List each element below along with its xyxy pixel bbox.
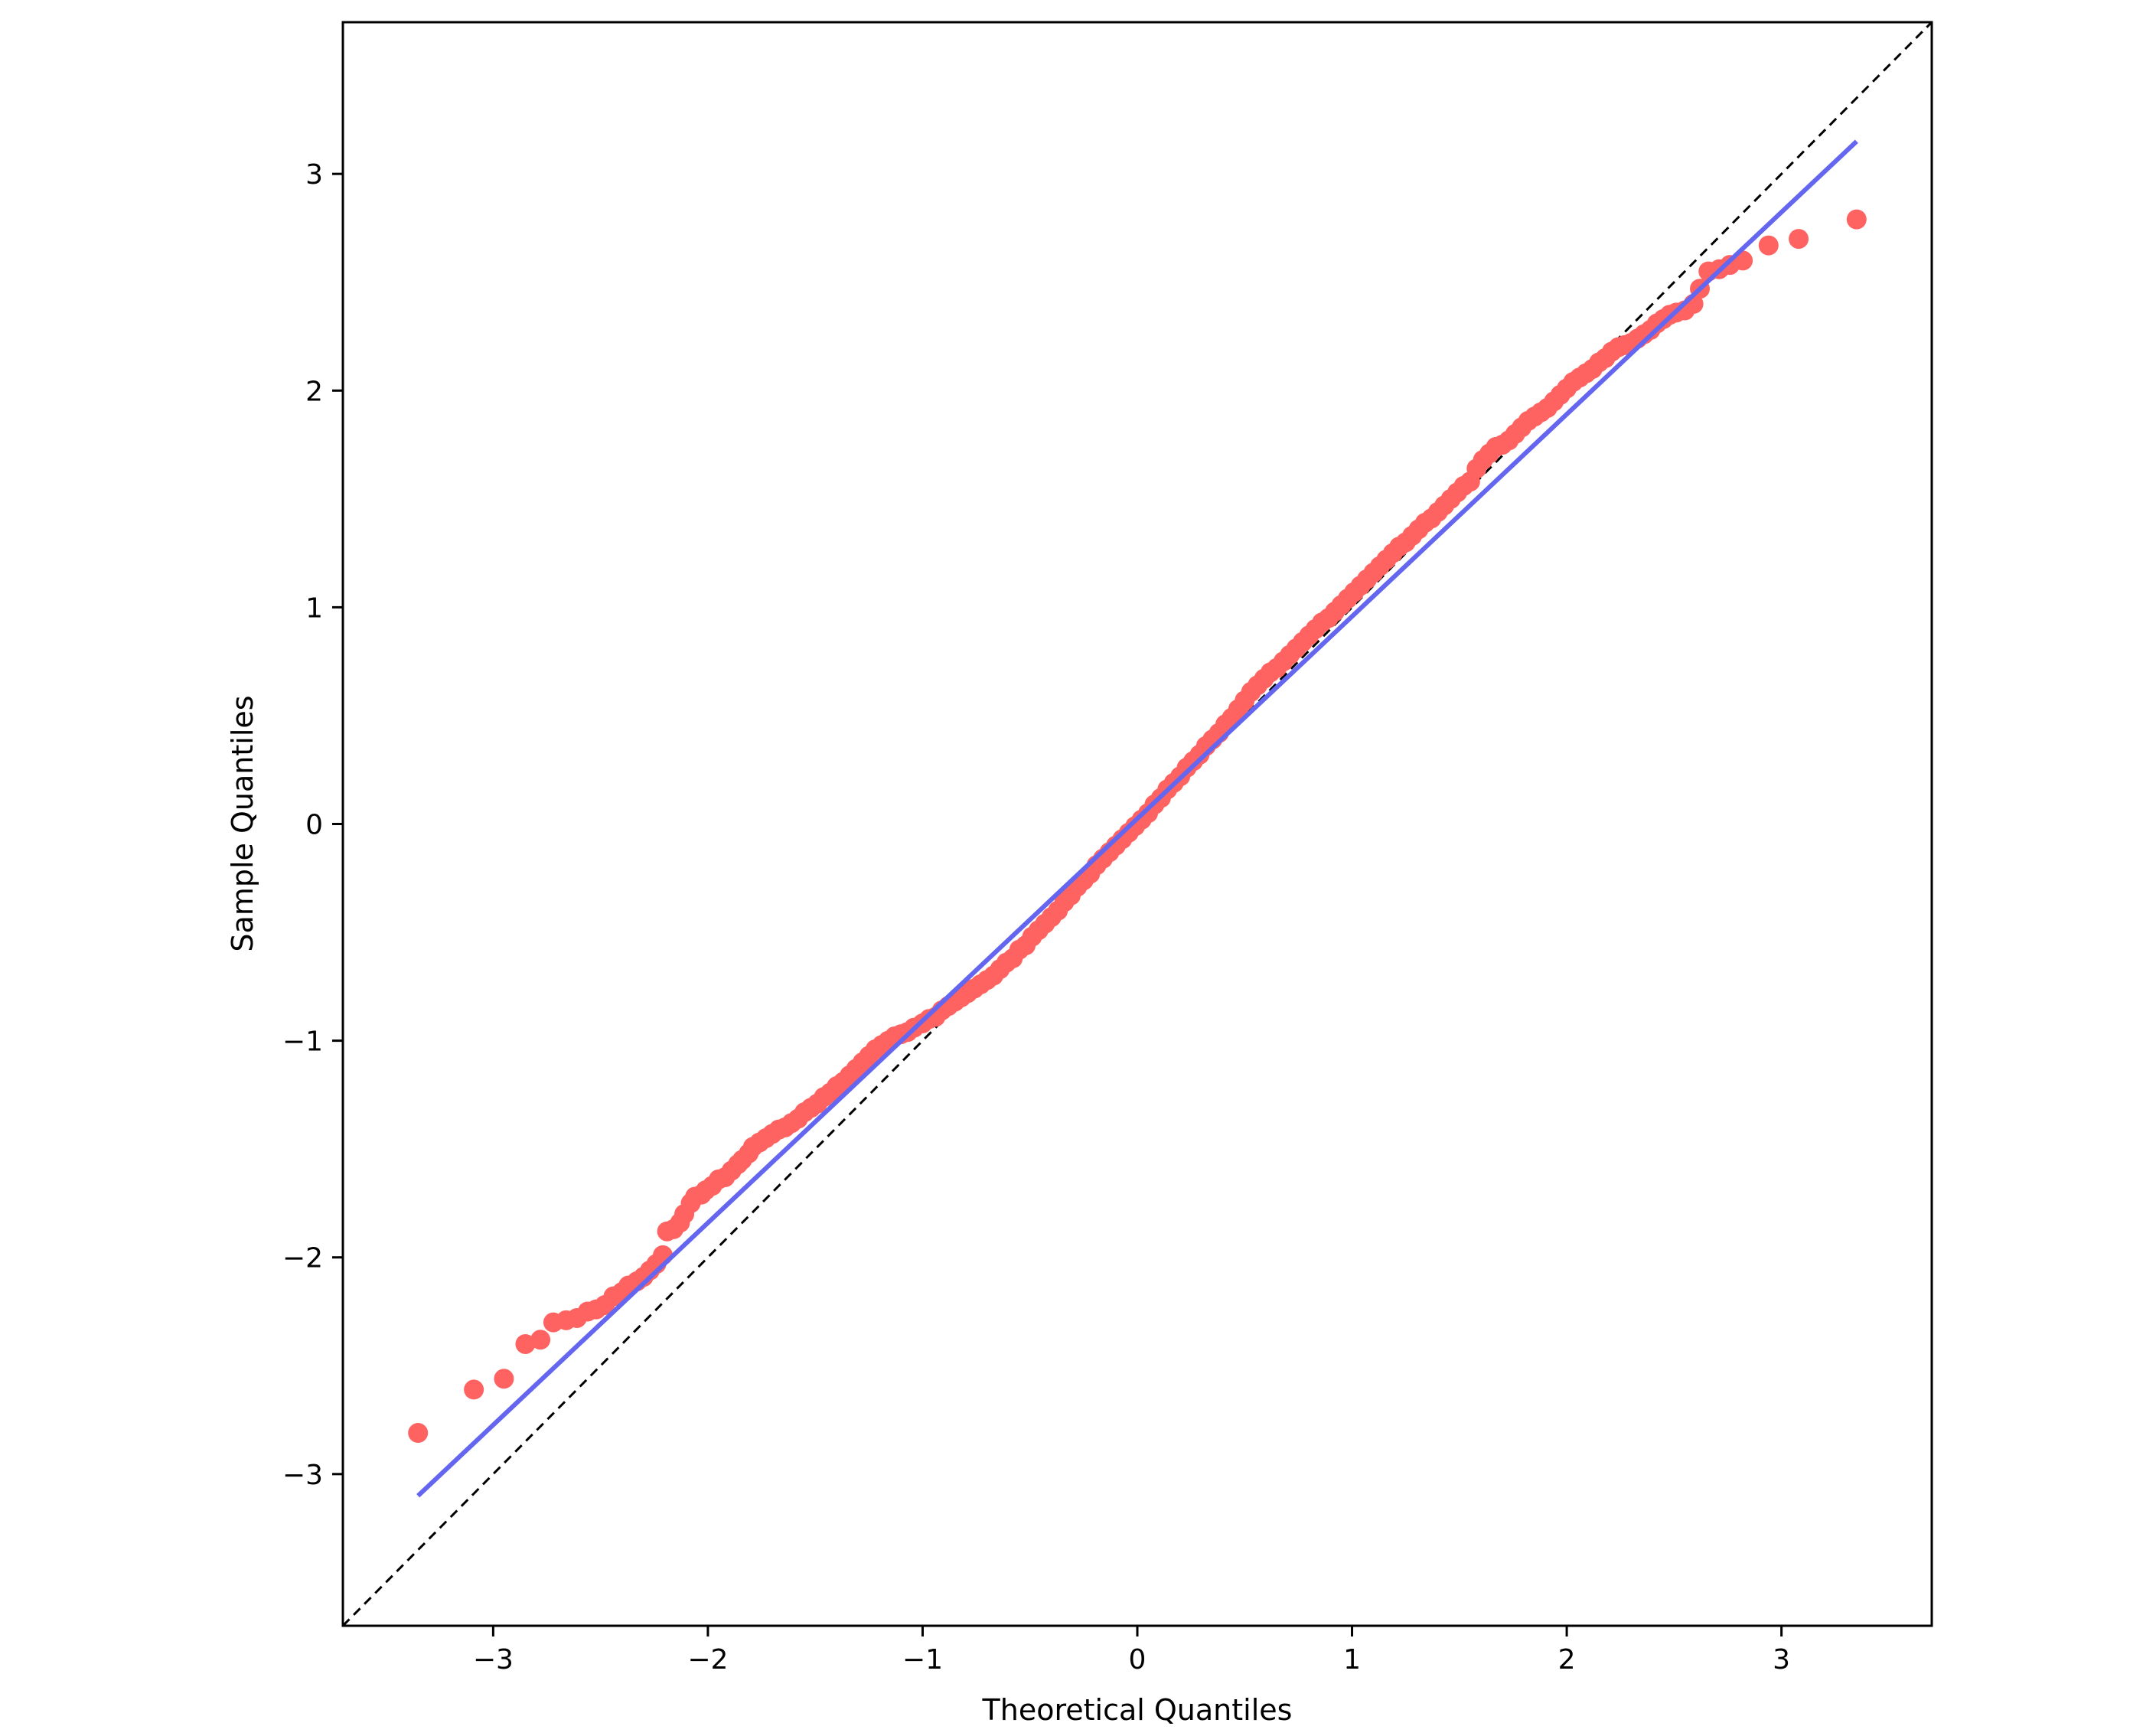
data-point xyxy=(1789,229,1809,250)
x-tick-label: 2 xyxy=(1558,1644,1576,1676)
x-tick-label: 3 xyxy=(1773,1644,1790,1676)
x-tick-label: 0 xyxy=(1129,1644,1147,1676)
data-point xyxy=(1846,209,1867,230)
points-layer xyxy=(408,209,1867,1444)
y-tick-label: 1 xyxy=(305,592,323,624)
data-point xyxy=(530,1330,551,1350)
data-point xyxy=(1758,235,1779,256)
data-point xyxy=(408,1423,429,1444)
y-axis: −3 −2 −1 0 1 2 3 xyxy=(282,159,343,1491)
x-tick-label: 1 xyxy=(1343,1644,1361,1676)
x-tick-label: −3 xyxy=(473,1644,514,1676)
x-tick-label: −1 xyxy=(902,1644,943,1676)
x-axis: −3 −2 −1 0 1 2 3 xyxy=(473,1626,1790,1676)
fit-line xyxy=(416,139,1858,1498)
plot-area xyxy=(343,22,1932,1626)
y-tick-label: −3 xyxy=(282,1460,323,1491)
y-tick-label: 0 xyxy=(305,810,323,841)
data-point xyxy=(464,1379,484,1400)
data-point xyxy=(515,1333,536,1354)
data-point xyxy=(494,1369,514,1389)
x-axis-label: Theoretical Quantiles xyxy=(982,1693,1293,1727)
y-tick-label: 2 xyxy=(305,376,323,407)
reference-line xyxy=(343,22,1932,1626)
y-tick-label: 3 xyxy=(305,159,323,191)
y-tick-label: −2 xyxy=(282,1243,323,1274)
y-axis-label: Sample Quantiles xyxy=(226,695,259,951)
x-tick-label: −2 xyxy=(687,1644,728,1676)
y-tick-label: −1 xyxy=(282,1026,323,1058)
